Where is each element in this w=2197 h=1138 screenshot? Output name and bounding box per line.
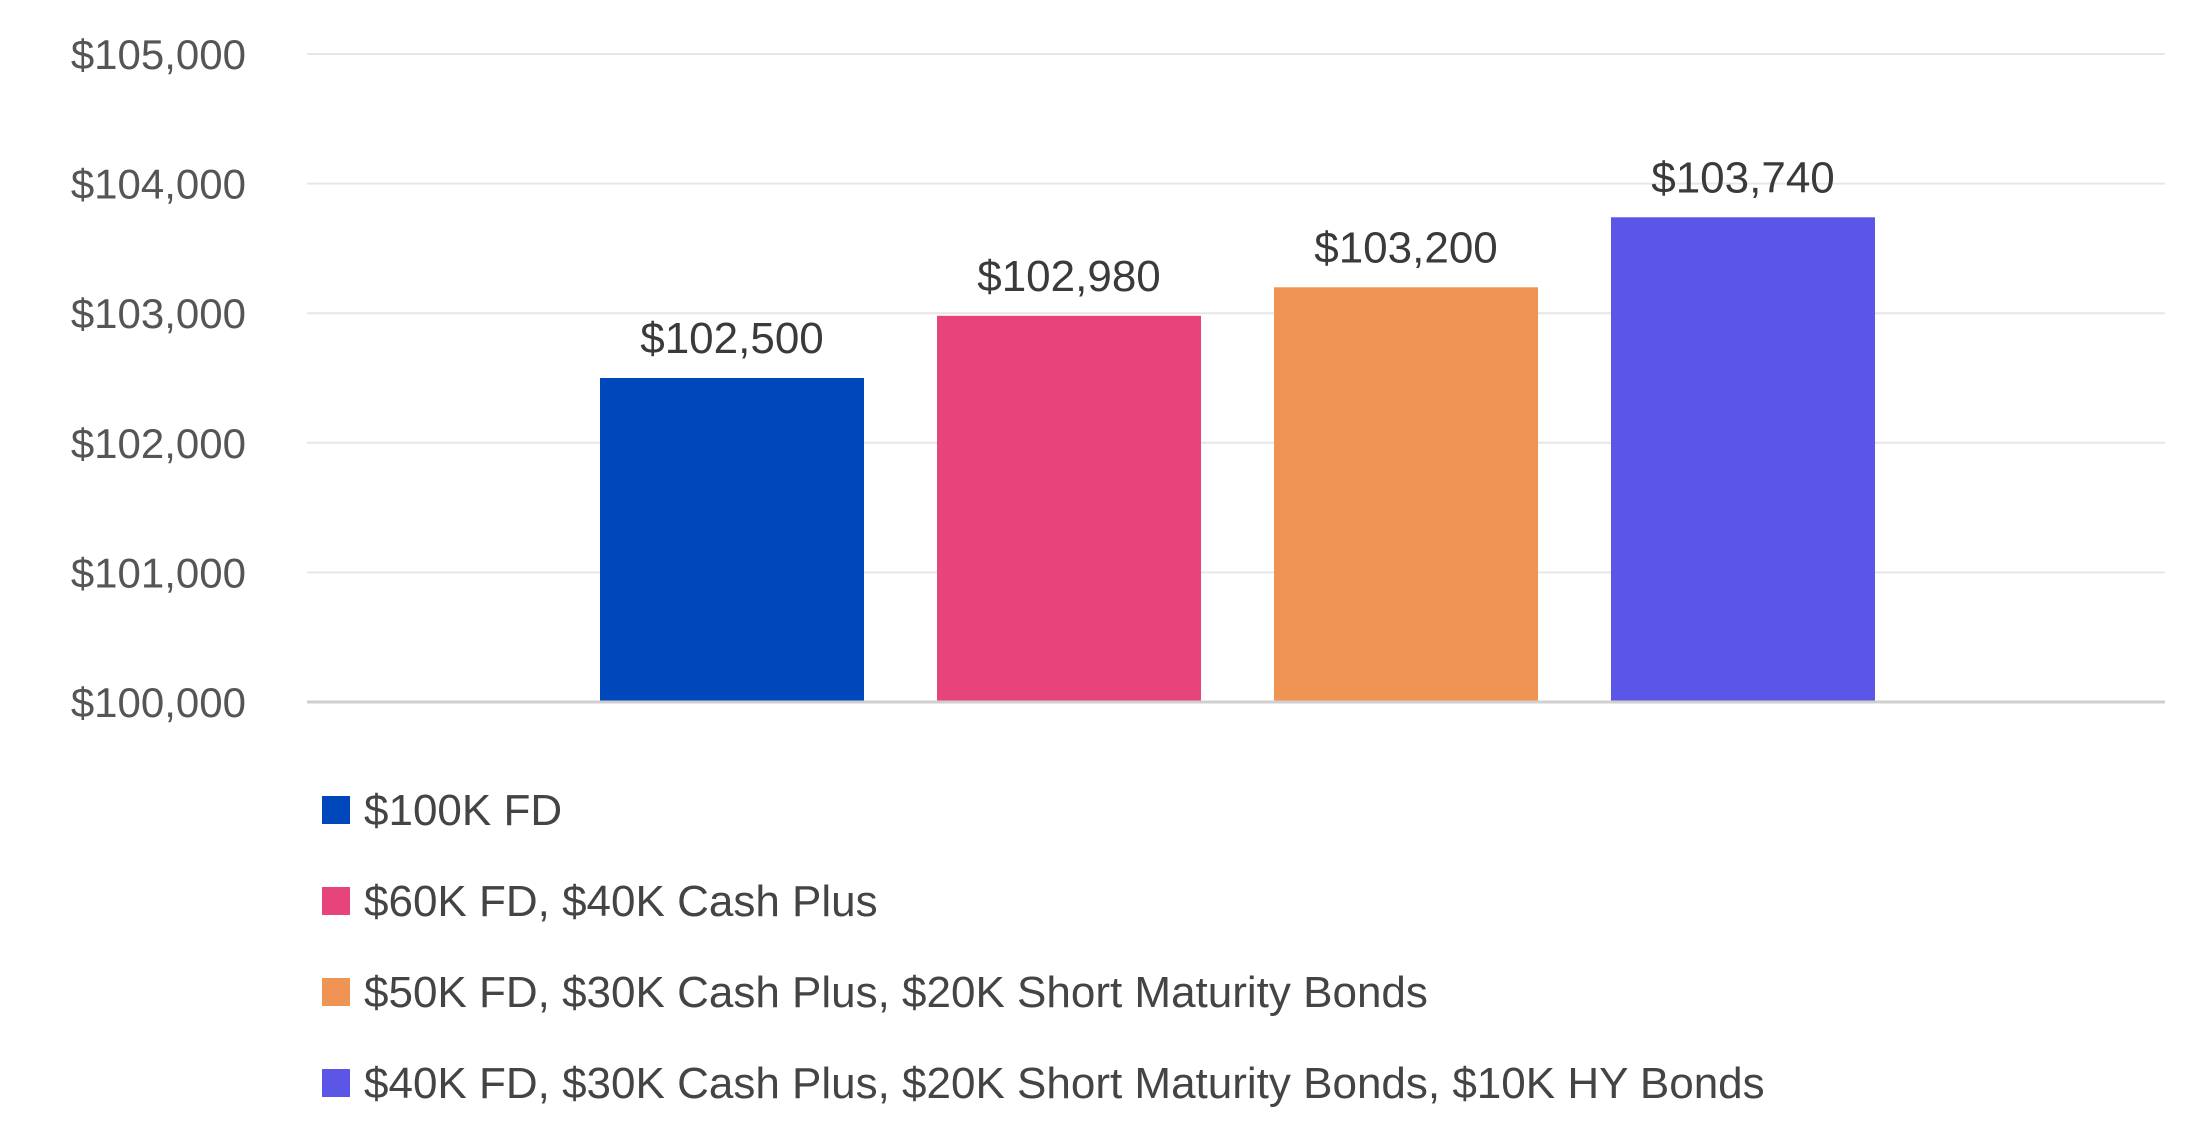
y-tick-label: $103,000: [71, 290, 246, 337]
legend-label: $40K FD, $30K Cash Plus, $20K Short Matu…: [364, 1059, 1765, 1108]
legend: $100K FD $60K FD, $40K Cash Plus $50K FD, …: [322, 786, 1765, 1108]
bar-data-label: $102,980: [977, 252, 1161, 301]
legend-swatch: [322, 887, 350, 915]
legend-swatch: [322, 1069, 350, 1097]
bar: [600, 378, 864, 702]
legend-swatch: [322, 978, 350, 1006]
legend-label: $100K FD: [364, 786, 562, 835]
legend-label: $50K FD, $30K Cash Plus, $20K Short Matu…: [364, 968, 1428, 1017]
y-tick-label: $100,000: [71, 679, 246, 726]
data-labels: $102,500 $102,980 $103,200 $103,740: [640, 153, 1835, 363]
gridlines: [307, 53, 2165, 574]
y-tick-label: $101,000: [71, 549, 246, 596]
bar: [1611, 217, 1875, 702]
legend-label: $60K FD, $40K Cash Plus: [364, 877, 878, 926]
bar-data-label: $102,500: [640, 314, 824, 363]
y-axis-tick-labels: $100,000 $101,000 $102,000 $103,000 $104,000…: [71, 31, 246, 726]
y-tick-label: $104,000: [71, 161, 246, 208]
y-tick-label: $102,000: [71, 420, 246, 467]
bar-data-label: $103,740: [1651, 153, 1835, 202]
y-tick-label: $105,000: [71, 31, 246, 78]
bar: [1274, 287, 1538, 702]
bar: [937, 315, 1201, 702]
legend-swatch: [322, 796, 350, 824]
bar-data-label: $103,200: [1314, 223, 1498, 272]
bars: [600, 217, 1875, 702]
